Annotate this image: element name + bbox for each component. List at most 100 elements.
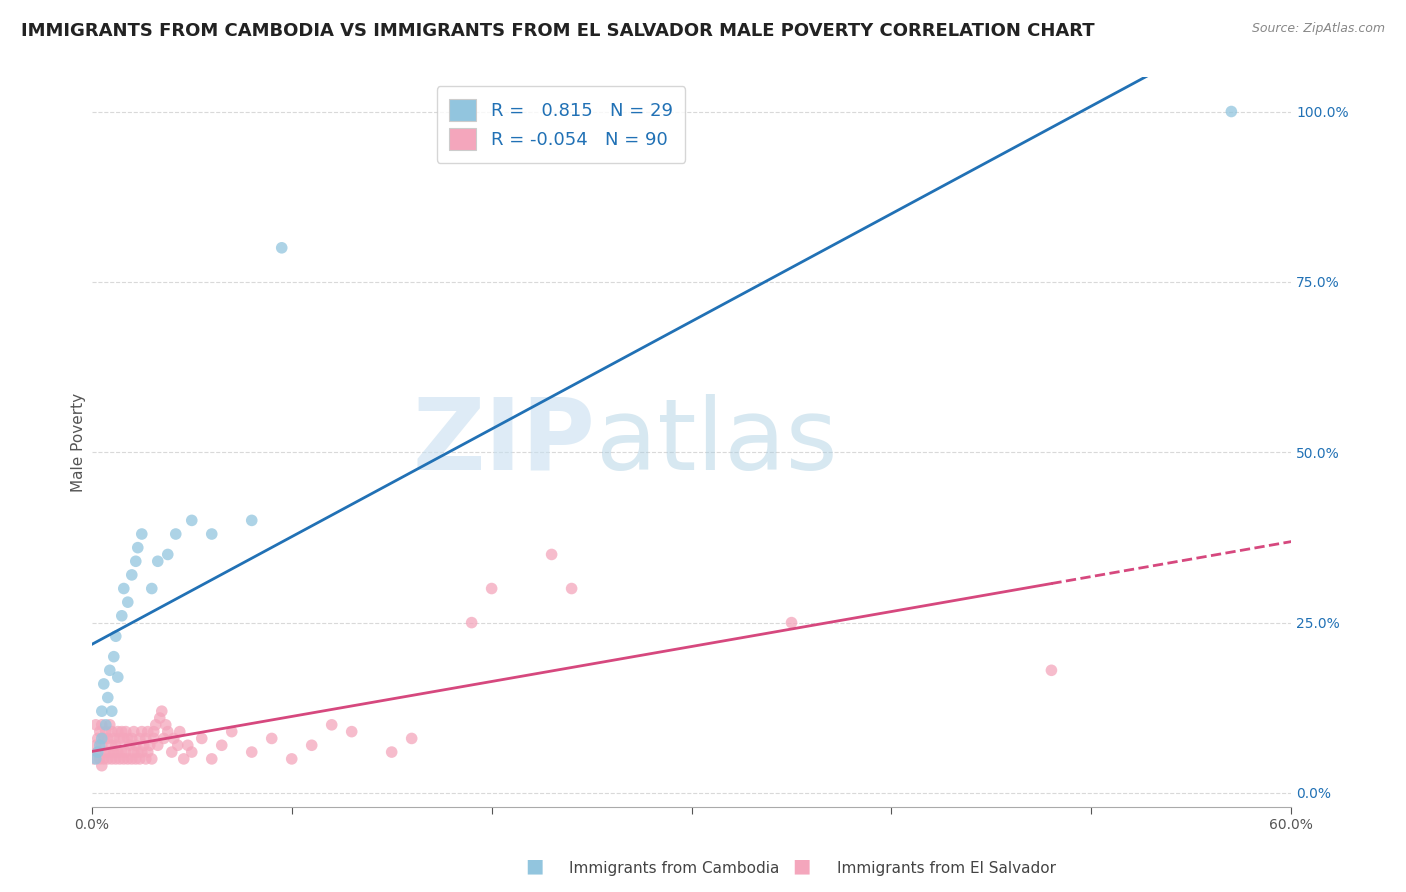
Point [180,513,202,527]
Point [107,724,129,739]
Text: Source: ZipAtlas.com: Source: ZipAtlas.com [1251,22,1385,36]
Point [101,738,124,752]
Point [141,582,163,596]
Point [190,731,212,746]
Point [201,752,224,766]
Point [114,724,136,739]
Point [90,758,112,772]
Point [132,738,155,752]
Point [173,752,195,766]
Point [201,527,224,541]
Point [117,595,139,609]
Point [240,745,263,759]
Point [90,738,112,752]
Point [98,718,121,732]
Point [94,724,117,739]
Point [97,752,120,766]
Point [84,752,107,766]
Point [84,718,107,732]
Point [156,724,179,739]
Point [211,738,233,752]
Legend: R =   0.815   N = 29, R = -0.054   N = 90: R = 0.815 N = 29, R = -0.054 N = 90 [437,87,686,163]
Point [146,554,169,568]
Point [122,745,145,759]
Point [101,752,124,766]
Point [127,745,149,759]
Point [101,704,124,718]
Point [103,649,125,664]
Point [111,724,134,739]
Point [165,527,187,541]
Point [117,731,139,746]
Text: ■: ■ [524,857,544,876]
Point [180,745,202,759]
Point [780,615,803,630]
Point [1040,663,1063,677]
Point [301,738,323,752]
Point [381,745,404,759]
Point [146,738,169,752]
Point [93,752,115,766]
Point [104,752,127,766]
Point [169,724,191,739]
Point [460,615,482,630]
Point [89,752,111,766]
Point [221,724,243,739]
Point [270,241,292,255]
Point [83,752,105,766]
Point [90,704,112,718]
Point [163,731,186,746]
Point [87,745,110,759]
Point [561,582,583,596]
Point [117,752,139,766]
Text: ■: ■ [792,857,811,876]
Point [131,724,153,739]
Point [136,745,159,759]
Point [112,731,135,746]
Point [160,745,183,759]
Point [118,738,141,752]
Point [128,752,150,766]
Point [481,582,503,596]
Point [107,670,129,684]
Point [131,745,153,759]
Point [101,724,124,739]
Point [90,718,112,732]
Point [142,731,165,746]
Point [87,745,110,759]
Point [135,731,157,746]
Point [121,752,143,766]
Point [97,731,120,746]
Point [98,745,121,759]
Point [111,745,134,759]
Point [280,752,302,766]
Point [145,718,167,732]
Point [89,724,111,739]
Point [93,731,115,746]
Point [121,568,143,582]
Point [111,608,134,623]
Point [97,690,120,705]
Point [104,629,127,643]
Point [156,548,179,562]
Point [142,724,165,739]
Point [1220,104,1243,119]
Point [128,731,150,746]
Point [135,752,157,766]
Point [321,718,343,732]
Point [90,731,112,746]
Point [108,752,131,766]
Point [125,554,148,568]
Point [136,724,159,739]
Point [121,731,143,746]
Point [112,752,135,766]
Point [131,527,153,541]
Point [401,731,423,746]
Point [104,738,127,752]
Point [108,731,131,746]
Point [103,745,125,759]
Point [89,738,111,752]
Point [87,731,110,746]
Point [98,663,121,677]
Point [122,724,145,739]
